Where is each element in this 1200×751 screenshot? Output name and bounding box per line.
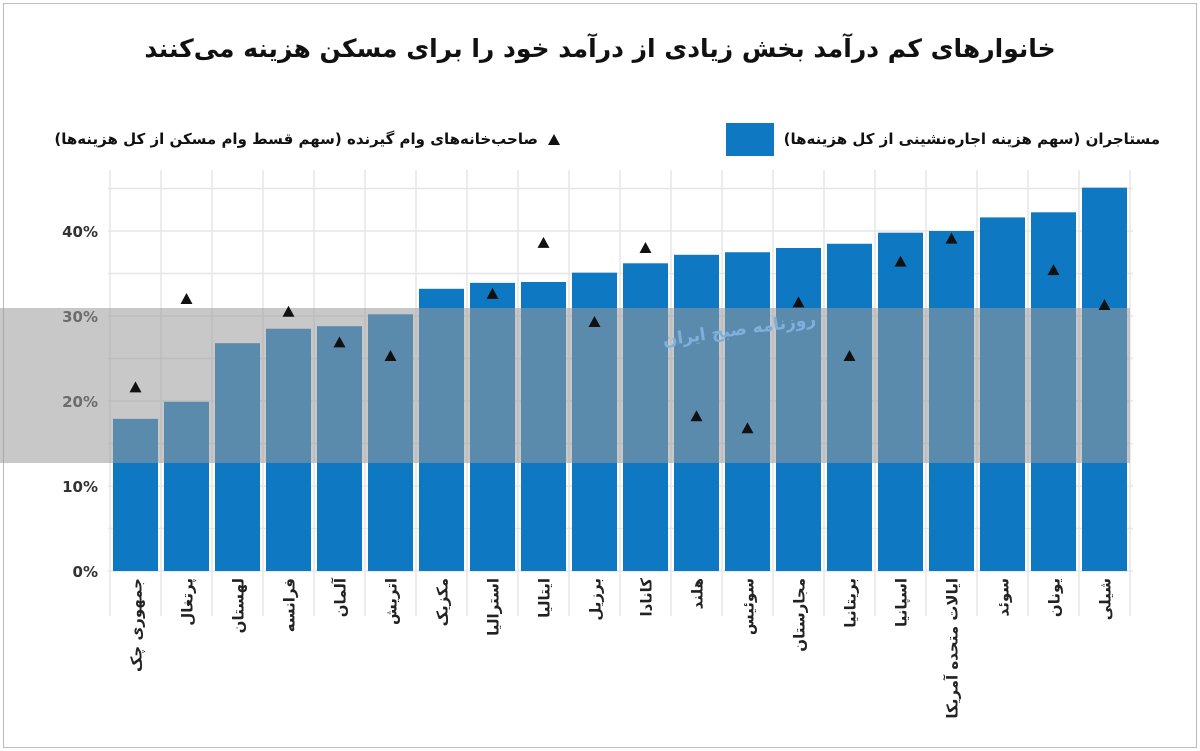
x-tick-label: کانادا (638, 578, 656, 617)
x-tick-label: اتریش (383, 578, 401, 625)
x-tick-label: شیلی (1097, 578, 1115, 620)
x-tick-label: لهستان (230, 578, 248, 633)
triangle-marker (792, 296, 805, 308)
x-tick-label: مجارستان (791, 578, 809, 652)
x-tick-label: ایالات متحده آمریکا (944, 578, 962, 719)
x-tick-label: سوئیس (740, 578, 758, 635)
triangle-marker (486, 287, 499, 299)
triangle-marker (588, 315, 601, 327)
legend-swatch-bar (725, 122, 774, 156)
triangle-marker (690, 410, 703, 422)
y-tick-label: 10% (62, 478, 98, 496)
x-tick-label: جمهوری چک (128, 578, 147, 672)
legend-label-owners: صاحب‌خانه‌های وام گیرنده (سهم قسط وام مس… (54, 130, 538, 148)
x-tick-label: هلند (689, 578, 707, 609)
legend-owners: صاحب‌خانه‌های وام گیرنده (سهم قسط وام مس… (54, 122, 560, 156)
triangle-marker (180, 293, 193, 304)
watermark-band (0, 308, 1130, 463)
triangle-marker (384, 349, 397, 361)
triangle-marker (282, 305, 295, 317)
triangle-marker (945, 232, 958, 244)
chart-title: خانوارهای کم درآمد بخش زیادی از درآمد خو… (144, 34, 1056, 63)
x-tick-label: فرانسه (281, 578, 299, 632)
x-tick-label: پرتغال (179, 578, 198, 626)
x-tick-label: برزیل (587, 578, 605, 621)
legend-label-renters: مستاجران (سهم هزینه اجاره‌نشینی از کل هز… (783, 130, 1160, 148)
legend-triangle-icon (548, 133, 560, 145)
triangle-marker (741, 422, 754, 434)
triangle-marker (1098, 298, 1111, 310)
triangle-marker (1047, 264, 1060, 276)
x-tick-label: استرالیا (485, 578, 503, 636)
triangle-marker (333, 336, 346, 348)
x-tick-label: ایتالیا (536, 578, 554, 618)
y-tick-label: 0% (73, 563, 98, 581)
x-tick-label: آلمان (332, 577, 350, 617)
triangle-marker (894, 255, 907, 267)
triangle-marker (639, 242, 652, 253)
legend-renters: مستاجران (سهم هزینه اجاره‌نشینی از کل هز… (725, 122, 1160, 156)
x-tick-label: مکزیک (434, 578, 452, 626)
x-tick-label: سوئد (995, 578, 1013, 616)
x-tick-label: یونان (1046, 578, 1064, 617)
y-tick-label: 40% (62, 223, 98, 241)
x-tick-label: بریتانیا (842, 578, 860, 628)
x-tick-label: اسپانیا (893, 578, 912, 627)
triangle-marker (537, 236, 550, 248)
triangle-marker (129, 381, 142, 393)
triangle-marker (843, 349, 856, 361)
